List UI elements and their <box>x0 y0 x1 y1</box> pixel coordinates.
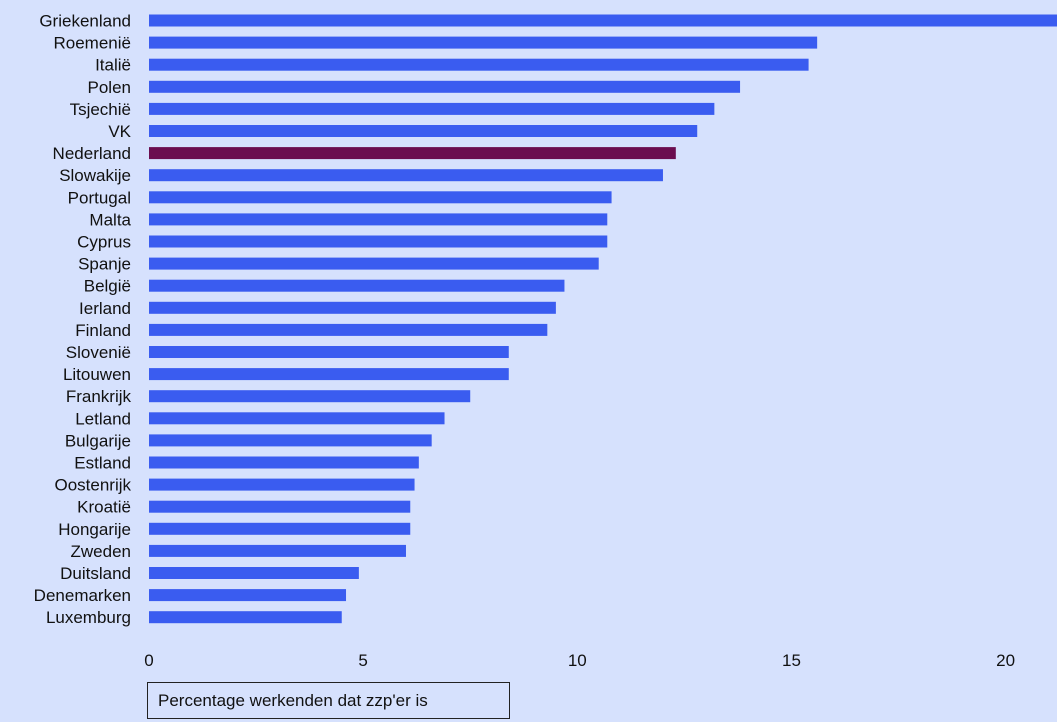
bar-chart-svg: Griekenland Roemenië Italië Polen Tsjechië VK… <box>34 12 1057 670</box>
bar-hongarije <box>149 522 411 535</box>
category-label: Spanje <box>78 255 131 274</box>
bar-denemarken <box>149 589 347 602</box>
category-label: Denemarken <box>34 586 131 605</box>
category-label: Roemenië <box>54 34 132 53</box>
category-label: Estland <box>74 454 131 473</box>
bar-tsjechië <box>149 102 715 115</box>
bar-duitsland <box>149 567 359 579</box>
category-label: Malta <box>89 210 131 229</box>
bar-bulgarije <box>149 434 432 447</box>
category-label: Italië <box>95 56 131 75</box>
category-label: Zweden <box>71 542 131 561</box>
category-label: Litouwen <box>63 365 131 384</box>
bar-estland <box>149 456 419 469</box>
category-label: Hongarije <box>58 520 131 539</box>
category-label: Bulgarije <box>65 431 131 450</box>
category-label: Luxemburg <box>46 608 131 627</box>
category-label: VK <box>108 122 131 141</box>
x-axis-label: Percentage werkenden dat zzp'er is <box>147 682 510 719</box>
bar-roemenië <box>149 36 818 49</box>
bar-slowakije <box>149 169 663 182</box>
category-label: Portugal <box>68 188 131 207</box>
bar-malta <box>149 213 608 226</box>
bar-spanje <box>149 257 599 270</box>
bar-nederland <box>149 147 676 160</box>
category-label: Cyprus <box>77 233 131 252</box>
bar-ierland <box>149 301 556 314</box>
bar-letland <box>149 412 445 425</box>
bar-vk <box>149 125 698 137</box>
bar-litouwen <box>149 368 509 381</box>
category-label: Ierland <box>79 299 131 318</box>
bar-belgië <box>149 279 565 292</box>
bar-portugal <box>149 191 612 204</box>
x-tick-label: 5 <box>358 651 367 670</box>
category-label: Slovenië <box>66 343 131 362</box>
category-label: Nederland <box>53 144 131 163</box>
bar-zweden <box>149 544 406 557</box>
x-tick-label: 20 <box>996 651 1015 670</box>
category-label: Slowakije <box>59 166 131 185</box>
bar-slovenië <box>149 346 509 358</box>
bar-oostenrijk <box>149 478 415 491</box>
bar-cyprus <box>149 235 608 248</box>
bar-frankrijk <box>149 390 471 403</box>
category-label: Finland <box>75 321 131 340</box>
category-label: Duitsland <box>60 564 131 583</box>
category-label: Frankrijk <box>66 387 132 406</box>
bar-polen <box>149 80 741 93</box>
bar-luxemburg <box>149 611 342 624</box>
x-tick-label: 10 <box>568 651 587 670</box>
category-label: Oostenrijk <box>54 476 131 495</box>
category-label: België <box>84 277 131 296</box>
category-label: Tsjechië <box>70 100 131 119</box>
bar-italië <box>149 58 809 71</box>
category-label: Polen <box>88 78 131 97</box>
bar-griekenland <box>149 14 1057 27</box>
bar-kroatië <box>149 500 411 513</box>
bar-finland <box>149 323 548 336</box>
category-label: Letland <box>75 409 131 428</box>
category-label: Kroatië <box>77 498 131 517</box>
x-tick-label: 0 <box>144 651 153 670</box>
x-tick-label: 15 <box>782 651 801 670</box>
category-label: Griekenland <box>39 12 131 31</box>
